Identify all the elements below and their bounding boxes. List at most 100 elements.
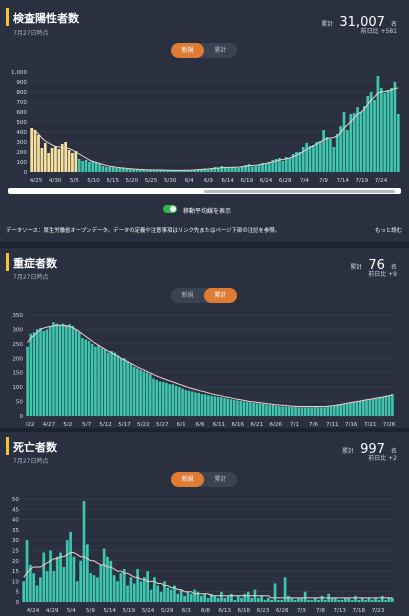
bar[interactable] xyxy=(90,343,94,416)
bar[interactable] xyxy=(374,398,378,416)
bar[interactable] xyxy=(62,566,66,602)
bar[interactable] xyxy=(194,392,197,416)
bar[interactable] xyxy=(233,599,237,602)
bar[interactable] xyxy=(359,112,363,172)
bar[interactable] xyxy=(84,160,88,172)
bar[interactable] xyxy=(307,599,310,602)
bar[interactable] xyxy=(332,147,336,172)
bar[interactable] xyxy=(55,323,58,416)
bar[interactable] xyxy=(81,338,84,416)
bar[interactable] xyxy=(122,569,126,602)
bar[interactable] xyxy=(332,405,336,416)
bar[interactable] xyxy=(184,390,188,416)
bar[interactable] xyxy=(313,597,317,602)
bar[interactable] xyxy=(77,159,81,172)
bar[interactable] xyxy=(271,405,275,416)
bar[interactable] xyxy=(84,339,88,416)
bar[interactable] xyxy=(115,168,118,172)
bar[interactable] xyxy=(310,407,313,416)
bar[interactable] xyxy=(350,599,354,602)
bar[interactable] xyxy=(200,169,203,172)
bar[interactable] xyxy=(165,382,168,416)
bar[interactable] xyxy=(193,589,196,602)
bar[interactable] xyxy=(303,591,307,602)
bar[interactable] xyxy=(82,501,86,602)
bar[interactable] xyxy=(390,597,394,602)
bar[interactable] xyxy=(277,599,280,602)
bar[interactable] xyxy=(373,100,376,172)
bar[interactable] xyxy=(155,170,159,172)
bar[interactable] xyxy=(236,400,239,416)
bar[interactable] xyxy=(196,169,200,172)
bar[interactable] xyxy=(213,396,217,416)
bar[interactable] xyxy=(32,332,36,416)
bar[interactable] xyxy=(109,560,113,602)
bar[interactable] xyxy=(173,585,176,602)
bar[interactable] xyxy=(88,162,91,172)
bar[interactable] xyxy=(105,167,108,172)
bar[interactable] xyxy=(132,366,136,416)
bar[interactable] xyxy=(142,577,146,602)
bar[interactable] xyxy=(366,96,370,172)
bar[interactable] xyxy=(300,407,304,416)
bar[interactable] xyxy=(220,397,223,416)
bar[interactable] xyxy=(146,571,150,602)
bar[interactable] xyxy=(297,597,300,602)
bar[interactable] xyxy=(206,169,210,172)
bar[interactable] xyxy=(128,168,132,173)
bar[interactable] xyxy=(284,406,288,416)
bar[interactable] xyxy=(126,585,129,602)
bar[interactable] xyxy=(187,390,191,416)
bar[interactable] xyxy=(266,597,270,602)
bar[interactable] xyxy=(349,402,352,416)
bar[interactable] xyxy=(320,407,323,416)
bar[interactable] xyxy=(103,349,107,416)
bar[interactable] xyxy=(43,143,47,172)
bar[interactable] xyxy=(68,324,71,416)
bar[interactable] xyxy=(230,167,234,172)
bar[interactable] xyxy=(197,392,200,416)
bar[interactable] xyxy=(203,593,206,602)
bar[interactable] xyxy=(352,402,355,416)
bar[interactable] xyxy=(378,397,381,416)
bar[interactable] xyxy=(340,599,344,602)
bar[interactable] xyxy=(250,166,254,173)
bar[interactable] xyxy=(102,548,106,602)
bar[interactable] xyxy=(317,599,320,602)
bar[interactable] xyxy=(271,160,275,172)
bar[interactable] xyxy=(261,403,265,416)
chart-scrollbar-thumb[interactable] xyxy=(204,190,395,193)
bar[interactable] xyxy=(22,581,26,602)
bar[interactable] xyxy=(347,597,351,602)
bar[interactable] xyxy=(329,406,333,416)
bar[interactable] xyxy=(99,564,103,602)
bar[interactable] xyxy=(310,599,314,602)
bar[interactable] xyxy=(178,387,181,416)
bar[interactable] xyxy=(166,170,169,173)
bar[interactable] xyxy=(54,146,57,172)
bar[interactable] xyxy=(35,585,39,602)
bar[interactable] xyxy=(243,593,247,602)
bar[interactable] xyxy=(149,170,152,172)
bar[interactable] xyxy=(264,164,268,172)
bar[interactable] xyxy=(129,364,133,416)
bar[interactable] xyxy=(163,581,166,602)
bar[interactable] xyxy=(387,395,391,416)
bar[interactable] xyxy=(30,128,34,172)
bar[interactable] xyxy=(335,134,339,172)
bar[interactable] xyxy=(393,82,397,172)
bar[interactable] xyxy=(307,407,310,416)
bar[interactable] xyxy=(274,405,278,416)
bar[interactable] xyxy=(196,591,200,602)
bar[interactable] xyxy=(240,166,244,172)
bar[interactable] xyxy=(183,170,186,172)
bar[interactable] xyxy=(390,88,393,172)
bar[interactable] xyxy=(169,589,173,602)
bar[interactable] xyxy=(267,162,271,172)
bar[interactable] xyxy=(25,540,29,602)
bar[interactable] xyxy=(171,384,175,416)
bar[interactable] xyxy=(316,407,320,416)
bar[interactable] xyxy=(118,167,122,173)
bar[interactable] xyxy=(281,406,284,416)
bar[interactable] xyxy=(381,396,384,416)
